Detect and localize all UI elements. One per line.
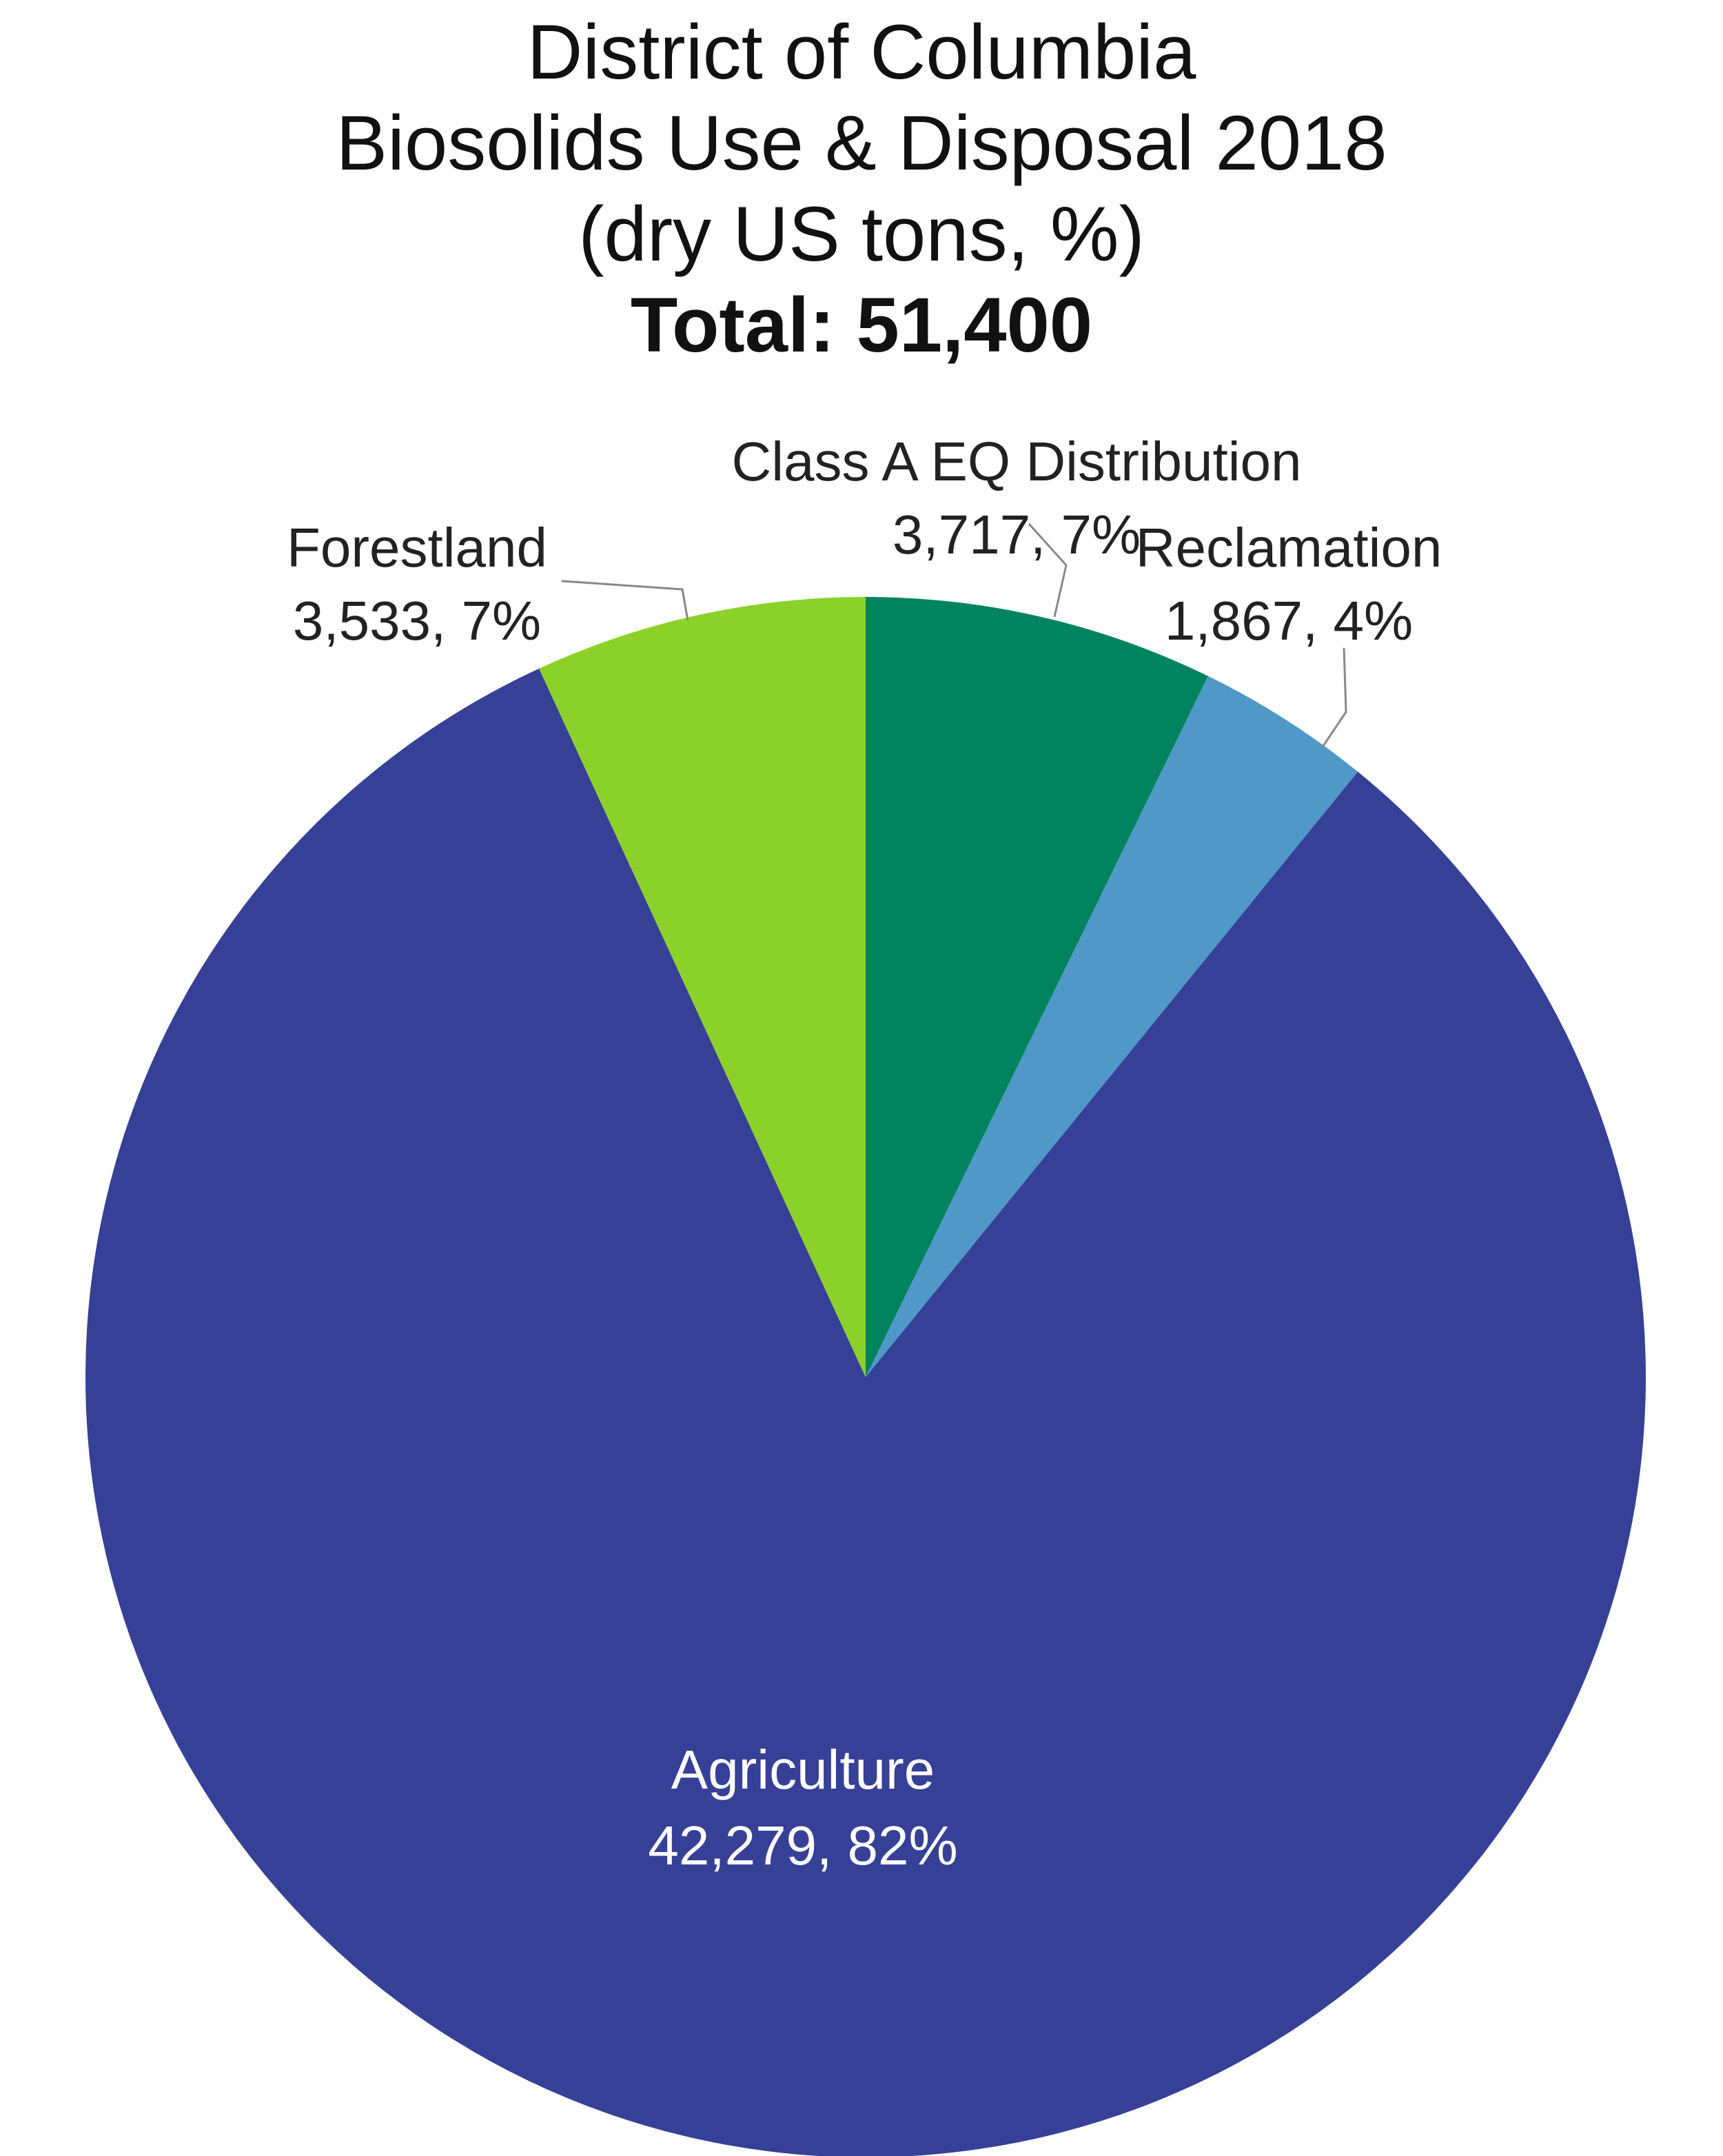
leader-line-reclamation <box>1321 647 1347 749</box>
leader-line-class-a-eq-distribution <box>1028 522 1068 618</box>
chart-total: Total: 51,400 <box>630 282 1093 368</box>
slice-value-reclamation: 1,867, 4% <box>1165 590 1413 651</box>
leader-line-forestland <box>561 580 689 621</box>
title-line-2: Biosolids Use & Disposal 2018 <box>336 100 1387 186</box>
slice-value-forestland: 3,533, 7% <box>293 590 541 651</box>
pie-slice-reclamation <box>866 675 1358 1377</box>
pie-slice-forestland <box>539 597 866 1377</box>
slice-label-reclamation: Reclamation <box>1136 517 1442 578</box>
title-line-1: District of Columbia <box>527 9 1196 95</box>
slice-label-forestland: Forestland <box>287 517 547 578</box>
chart-title: District of Columbia Biosolids Use & Dis… <box>0 7 1723 371</box>
title-line-3: (dry US tons, %) <box>578 191 1145 277</box>
slice-value-class-a-eq-distribution: 3,717, 7% <box>893 504 1141 565</box>
slice-label-agriculture: Agriculture <box>671 1739 935 1800</box>
slice-label-class-a-eq-distribution: Class A EQ Distribution <box>732 431 1302 492</box>
pie-slice-agriculture <box>85 668 1646 2156</box>
pie-slice-class-a-eq-distribution <box>866 597 1208 1377</box>
slice-value-agriculture: 42,279, 82% <box>648 1815 957 1876</box>
